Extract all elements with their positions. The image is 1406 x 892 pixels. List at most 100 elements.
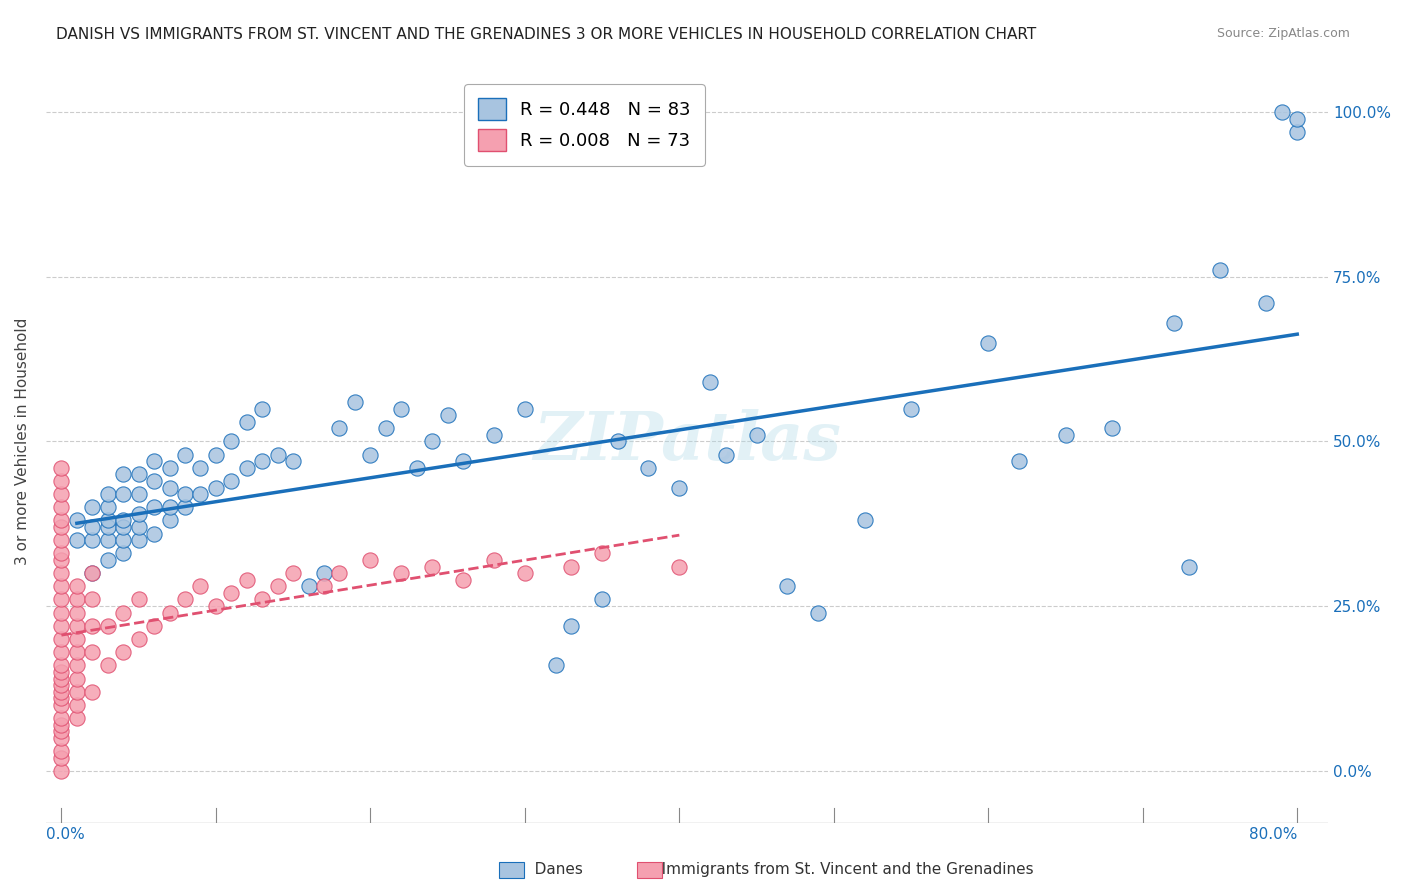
- Text: Danes: Danes: [520, 863, 583, 877]
- Point: [66, 672, 89, 686]
- Point: [544, 658, 567, 673]
- Point: [1286, 125, 1309, 139]
- Point: [343, 395, 366, 409]
- Text: Immigrants from St. Vincent and the Grenadines: Immigrants from St. Vincent and the Gren…: [647, 863, 1033, 877]
- Point: [297, 579, 319, 593]
- Point: [591, 546, 613, 560]
- Point: [143, 619, 166, 633]
- Point: [159, 514, 181, 528]
- Point: [1163, 316, 1185, 330]
- Point: [112, 606, 135, 620]
- Text: DANISH VS IMMIGRANTS FROM ST. VINCENT AND THE GRENADINES 3 OR MORE VEHICLES IN H: DANISH VS IMMIGRANTS FROM ST. VINCENT AN…: [56, 27, 1036, 42]
- Point: [205, 448, 228, 462]
- Point: [82, 520, 104, 534]
- Point: [252, 592, 274, 607]
- Point: [51, 546, 73, 560]
- Point: [128, 592, 150, 607]
- Point: [143, 454, 166, 468]
- Point: [97, 487, 120, 501]
- Point: [637, 460, 659, 475]
- Point: [51, 665, 73, 679]
- Point: [482, 553, 505, 567]
- Point: [513, 566, 536, 581]
- Point: [51, 645, 73, 659]
- Point: [112, 487, 135, 501]
- Point: [112, 520, 135, 534]
- Point: [112, 514, 135, 528]
- Point: [82, 533, 104, 548]
- Point: [405, 460, 427, 475]
- Point: [159, 500, 181, 515]
- Point: [359, 448, 381, 462]
- Point: [66, 658, 89, 673]
- Point: [112, 546, 135, 560]
- Point: [51, 711, 73, 725]
- Point: [451, 573, 474, 587]
- Legend: R = 0.448   N = 83, R = 0.008   N = 73: R = 0.448 N = 83, R = 0.008 N = 73: [464, 84, 704, 166]
- Point: [159, 606, 181, 620]
- Point: [97, 533, 120, 548]
- Point: [51, 474, 73, 488]
- Point: [51, 619, 73, 633]
- Point: [190, 460, 212, 475]
- Point: [1286, 112, 1309, 126]
- Point: [66, 514, 89, 528]
- Point: [51, 566, 73, 581]
- Point: [190, 579, 212, 593]
- Point: [714, 448, 737, 462]
- Point: [312, 579, 335, 593]
- Point: [51, 579, 73, 593]
- Point: [82, 619, 104, 633]
- Point: [252, 454, 274, 468]
- Point: [51, 672, 73, 686]
- Point: [591, 592, 613, 607]
- Point: [776, 579, 799, 593]
- Point: [267, 448, 290, 462]
- Point: [482, 428, 505, 442]
- Point: [221, 434, 243, 449]
- Point: [112, 645, 135, 659]
- Point: [51, 764, 73, 778]
- Point: [112, 533, 135, 548]
- Point: [668, 559, 690, 574]
- Point: [159, 481, 181, 495]
- Point: [66, 592, 89, 607]
- Point: [236, 573, 259, 587]
- Point: [745, 428, 768, 442]
- Point: [143, 500, 166, 515]
- Point: [159, 460, 181, 475]
- Point: [51, 592, 73, 607]
- Point: [51, 632, 73, 646]
- Point: [205, 481, 228, 495]
- Point: [174, 487, 197, 501]
- Point: [51, 750, 73, 764]
- Point: [1008, 454, 1031, 468]
- Text: Source: ZipAtlas.com: Source: ZipAtlas.com: [1216, 27, 1350, 40]
- Point: [128, 520, 150, 534]
- Point: [1256, 296, 1278, 310]
- Point: [82, 566, 104, 581]
- Point: [66, 632, 89, 646]
- Text: 0.0%: 0.0%: [46, 827, 84, 842]
- Point: [221, 474, 243, 488]
- Point: [51, 691, 73, 706]
- Point: [236, 460, 259, 475]
- Point: [51, 724, 73, 739]
- Point: [807, 606, 830, 620]
- Point: [128, 507, 150, 521]
- Point: [66, 533, 89, 548]
- Point: [51, 606, 73, 620]
- Point: [66, 645, 89, 659]
- Point: [97, 520, 120, 534]
- Point: [668, 481, 690, 495]
- Point: [328, 421, 350, 435]
- Text: ZIPatlas: ZIPatlas: [533, 409, 841, 474]
- Point: [66, 711, 89, 725]
- Point: [51, 731, 73, 745]
- Point: [128, 487, 150, 501]
- Point: [900, 401, 922, 416]
- Text: 80.0%: 80.0%: [1249, 827, 1298, 842]
- Point: [66, 606, 89, 620]
- Point: [97, 619, 120, 633]
- Point: [977, 335, 1000, 350]
